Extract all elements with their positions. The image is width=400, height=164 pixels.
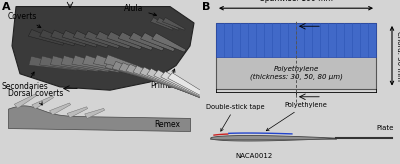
Polygon shape: [61, 56, 109, 72]
Polygon shape: [129, 32, 164, 51]
Polygon shape: [12, 7, 194, 90]
Polygon shape: [14, 94, 36, 108]
Text: Plate: Plate: [377, 125, 394, 131]
Polygon shape: [72, 55, 120, 72]
Text: Coverts: Coverts: [8, 12, 41, 28]
Text: Polyethylene
(thickness: 30, 50, 80 μm): Polyethylene (thickness: 30, 50, 80 μm): [250, 66, 342, 80]
Bar: [216, 23, 376, 89]
Polygon shape: [126, 64, 190, 93]
Polygon shape: [162, 18, 185, 30]
Polygon shape: [105, 60, 168, 84]
Polygon shape: [119, 63, 183, 90]
Polygon shape: [118, 32, 153, 50]
Polygon shape: [140, 67, 205, 99]
Text: Dorsal coverts: Dorsal coverts: [8, 89, 64, 105]
Polygon shape: [133, 66, 198, 96]
Polygon shape: [154, 70, 219, 106]
Polygon shape: [40, 30, 75, 46]
Polygon shape: [98, 59, 161, 81]
Text: Secondaries: Secondaries: [2, 72, 49, 91]
Text: Spanwise: 100 mm: Spanwise: 100 mm: [260, 0, 332, 3]
Text: A: A: [2, 2, 11, 12]
Polygon shape: [84, 31, 120, 48]
Polygon shape: [51, 30, 86, 46]
Polygon shape: [40, 56, 88, 71]
Polygon shape: [85, 108, 105, 118]
Text: Double-stick tape: Double-stick tape: [206, 104, 265, 131]
Polygon shape: [156, 18, 179, 30]
Polygon shape: [29, 56, 77, 70]
Polygon shape: [147, 68, 212, 102]
Text: B: B: [202, 2, 210, 12]
Text: Polyethylene: Polyethylene: [266, 102, 327, 131]
Polygon shape: [62, 30, 97, 47]
Polygon shape: [168, 73, 233, 112]
Polygon shape: [32, 96, 54, 109]
Polygon shape: [73, 31, 108, 48]
Polygon shape: [96, 31, 131, 49]
Bar: [216, 23, 376, 57]
Polygon shape: [140, 33, 175, 51]
Text: Alula: Alula: [124, 4, 156, 16]
Polygon shape: [82, 55, 131, 73]
Text: NACA0012: NACA0012: [236, 153, 273, 159]
Polygon shape: [150, 18, 173, 30]
Polygon shape: [50, 56, 99, 72]
Polygon shape: [28, 30, 64, 45]
Polygon shape: [112, 61, 176, 87]
Polygon shape: [107, 32, 142, 50]
Polygon shape: [50, 103, 71, 115]
Polygon shape: [67, 107, 88, 118]
Text: Remex: Remex: [154, 120, 180, 129]
Text: Primaries: Primaries: [150, 69, 186, 90]
Polygon shape: [93, 55, 141, 73]
Polygon shape: [161, 71, 226, 109]
Polygon shape: [104, 55, 152, 74]
Text: Chord: 50 mm: Chord: 50 mm: [396, 31, 400, 81]
Polygon shape: [152, 33, 186, 52]
